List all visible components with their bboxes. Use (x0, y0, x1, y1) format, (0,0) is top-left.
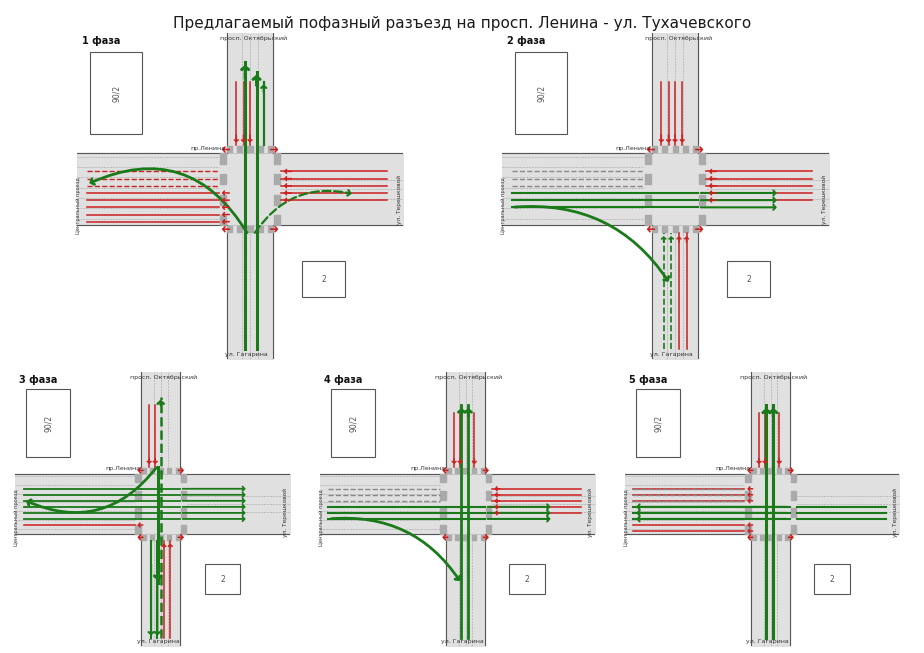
Text: 90/2: 90/2 (653, 415, 663, 432)
Text: ул. Терешковой: ул. Терешковой (893, 488, 898, 537)
Bar (515, 52, 567, 134)
Text: 2 фаза: 2 фаза (507, 36, 545, 46)
Text: 3 фаза: 3 фаза (19, 375, 58, 385)
Text: ул. Гагарина: ул. Гагарина (225, 351, 268, 357)
Bar (636, 389, 680, 457)
Text: 90/2: 90/2 (112, 84, 121, 102)
Text: ул. Гагарина: ул. Гагарина (442, 639, 484, 645)
Text: 90/2: 90/2 (537, 84, 546, 102)
Text: пр.Ленина: пр.Ленина (715, 466, 750, 471)
Text: 90/2: 90/2 (348, 415, 358, 432)
Bar (26, 389, 70, 457)
Text: 2: 2 (747, 275, 751, 283)
Text: Центральный проезд: Центральный проезд (624, 489, 629, 546)
Text: 2: 2 (830, 575, 834, 584)
Text: просп. Октябрьский: просп. Октябрьский (130, 375, 197, 380)
Bar (727, 261, 770, 297)
Text: ул. Гагарина: ул. Гагарина (650, 351, 693, 357)
Text: ул. Гагарина: ул. Гагарина (747, 639, 789, 645)
Text: ул. Терешковой: ул. Терешковой (396, 174, 402, 224)
Text: 2: 2 (220, 575, 225, 584)
Text: пр.Ленина: пр.Ленина (190, 146, 225, 151)
Text: просп. Октябрьский: просп. Октябрьский (740, 375, 807, 380)
Text: Центральный проезд: Центральный проезд (319, 489, 324, 546)
Bar (204, 564, 240, 594)
Text: Предлагаемый пофазный разъезд на просп. Ленина - ул. Тухачевского: Предлагаемый пофазный разъезд на просп. … (173, 16, 751, 31)
Text: Центральный проезд: Центральный проезд (14, 489, 19, 546)
Text: ул. Гагарина: ул. Гагарина (137, 639, 179, 645)
Bar (509, 564, 545, 594)
Bar (814, 564, 850, 594)
Text: просп. Октябрьский: просп. Октябрьский (645, 36, 711, 41)
Text: Центральный проезд: Центральный проезд (76, 177, 81, 234)
Text: пр.Ленина: пр.Ленина (105, 466, 140, 471)
Text: просп. Октябрьский: просп. Октябрьский (220, 36, 286, 41)
Text: 5 фаза: 5 фаза (629, 375, 668, 385)
Text: пр.Ленина: пр.Ленина (410, 466, 445, 471)
Bar (90, 52, 142, 134)
Text: 90/2: 90/2 (43, 415, 53, 432)
Text: 2: 2 (322, 275, 326, 283)
Text: 2: 2 (525, 575, 529, 584)
Text: 4 фаза: 4 фаза (324, 375, 363, 385)
Text: ул. Терешковой: ул. Терешковой (283, 488, 288, 537)
Bar (302, 261, 345, 297)
Text: Центральный проезд: Центральный проезд (501, 177, 506, 234)
Bar (331, 389, 375, 457)
Text: ул. Терешковой: ул. Терешковой (821, 174, 827, 224)
Text: пр.Ленина: пр.Ленина (615, 146, 650, 151)
Text: 1 фаза: 1 фаза (82, 36, 120, 46)
Text: ул. Терешковой: ул. Терешковой (588, 488, 593, 537)
Text: просп. Октябрьский: просп. Октябрьский (435, 375, 502, 380)
